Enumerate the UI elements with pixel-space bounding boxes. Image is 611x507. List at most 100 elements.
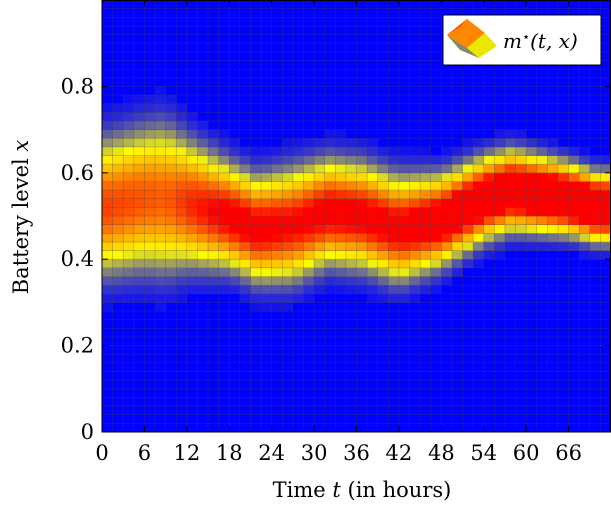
heatmap-cell <box>239 164 251 174</box>
heatmap-cell <box>292 259 304 269</box>
heatmap-cell <box>123 293 135 303</box>
heatmap-cell <box>356 172 368 182</box>
heatmap-cell <box>547 172 559 182</box>
heatmap-cell <box>388 207 400 217</box>
heatmap-cell <box>123 129 135 139</box>
heatmap-cell <box>271 216 283 225</box>
heatmap-cell <box>345 207 357 217</box>
heatmap-cell <box>420 224 432 234</box>
heatmap-cell <box>451 216 463 225</box>
heatmap-cell <box>261 224 272 234</box>
heatmap-cell <box>292 155 304 165</box>
heatmap-cell <box>144 190 156 200</box>
heatmap-cell <box>239 233 251 243</box>
heatmap-cell <box>282 267 294 277</box>
heatmap-cell <box>155 233 166 243</box>
heatmap-cell <box>473 216 485 225</box>
heatmap-cell <box>165 112 177 122</box>
heatmap-cell <box>112 224 124 234</box>
heatmap-cell <box>102 207 113 217</box>
heatmap-cell <box>367 164 379 174</box>
heatmap-cell <box>165 181 177 191</box>
y-tick-label: 0.4 <box>61 247 94 271</box>
heatmap-cell <box>430 181 442 191</box>
heatmap-cell <box>536 164 548 174</box>
heatmap-cell <box>441 267 453 277</box>
heatmap-cell <box>303 267 315 277</box>
heatmap-cell <box>208 164 219 174</box>
heatmap-cell <box>335 129 347 139</box>
heatmap-cell <box>282 302 294 312</box>
heatmap-cell <box>208 129 219 139</box>
heatmap-cell <box>123 276 135 286</box>
heatmap-cell <box>377 259 389 269</box>
heatmap-cell <box>165 95 177 104</box>
heatmap-cell <box>356 233 368 243</box>
heatmap-cell <box>197 181 209 191</box>
heatmap-cell <box>420 172 432 182</box>
heatmap-cell <box>377 164 389 174</box>
heatmap-cell <box>208 233 219 243</box>
heatmap-cell <box>186 250 198 260</box>
heatmap-cell <box>536 198 548 208</box>
heatmap-cell <box>420 190 432 200</box>
heatmap-cell <box>504 216 516 225</box>
heatmap-cell <box>526 198 538 208</box>
heatmap-cell <box>239 198 251 208</box>
heatmap-cell <box>186 172 198 182</box>
heatmap-cell <box>568 146 580 156</box>
heatmap-cell <box>388 216 400 225</box>
heatmap-cell <box>494 233 506 243</box>
heatmap-cell <box>197 198 209 208</box>
heatmap-cell <box>303 293 315 303</box>
heatmap-cell <box>303 207 315 217</box>
heatmap-cell <box>197 250 209 260</box>
heatmap-cell <box>483 164 495 174</box>
heatmap-cell <box>451 250 463 260</box>
heatmap-cell <box>186 267 198 277</box>
heatmap-cell <box>377 181 389 191</box>
heatmap-cell <box>218 276 230 286</box>
heatmap-cell <box>377 155 389 165</box>
heatmap-cell <box>398 276 410 286</box>
heatmap-cell <box>504 207 516 217</box>
heatmap-cell <box>123 216 135 225</box>
heatmap-cell <box>324 164 336 174</box>
heatmap-cell <box>600 198 611 208</box>
heatmap-cell <box>473 190 485 200</box>
heatmap-cell <box>218 138 230 148</box>
heatmap-cell <box>239 259 251 269</box>
heatmap-cell <box>324 216 336 225</box>
heatmap-cell <box>261 164 272 174</box>
heatmap-cell <box>494 190 506 200</box>
heatmap-cell <box>102 146 113 156</box>
heatmap-cell <box>144 181 156 191</box>
heatmap-cell <box>155 259 166 269</box>
heatmap-cell <box>197 276 209 286</box>
heatmap-cell <box>335 190 347 200</box>
heatmap-cell <box>271 190 283 200</box>
x-axis-label: Time t (in hours) <box>273 478 452 502</box>
heatmap-cell <box>239 293 251 303</box>
heatmap-cell <box>197 259 209 269</box>
heatmap-cell <box>144 241 156 251</box>
heatmap-cell <box>250 233 262 243</box>
heatmap-cell <box>462 172 474 182</box>
heatmap-cell <box>292 267 304 277</box>
heatmap-cell <box>367 190 379 200</box>
heatmap-cell <box>451 241 463 251</box>
heatmap-cell <box>292 216 304 225</box>
heatmap-cell <box>568 233 580 243</box>
heatmap-cell <box>176 250 188 260</box>
heatmap-cell <box>186 138 198 148</box>
heatmap-cell <box>165 276 177 286</box>
heatmap-cell <box>314 250 325 260</box>
heatmap-cell <box>356 250 368 260</box>
heatmap-cell <box>261 198 272 208</box>
heatmap-cell <box>133 129 145 139</box>
heatmap-cell <box>102 181 113 191</box>
heatmap-cell <box>441 190 453 200</box>
heatmap-cell <box>176 146 188 156</box>
heatmap-cell <box>229 267 241 277</box>
heatmap-cell <box>155 241 166 251</box>
